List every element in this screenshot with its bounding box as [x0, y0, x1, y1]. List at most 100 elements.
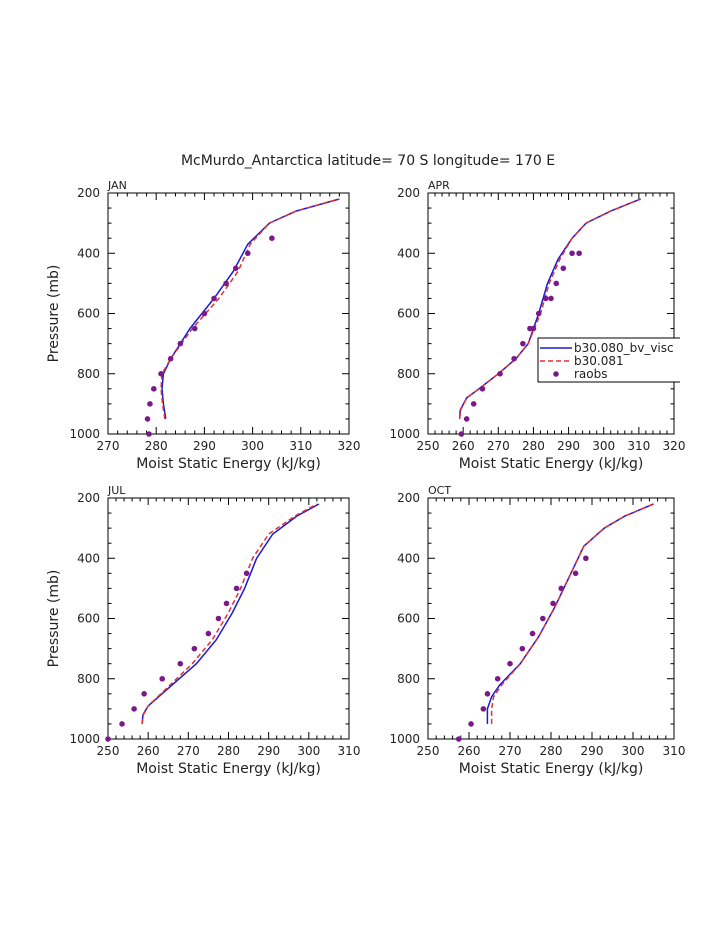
x-tick-label: 320 — [338, 439, 361, 453]
raobs-point — [530, 325, 537, 332]
y-tick-label: 200 — [397, 491, 420, 505]
raobs-point — [146, 431, 152, 437]
raobs-point — [535, 310, 542, 317]
x-tick-label: 260 — [137, 744, 160, 758]
raobs-point — [201, 310, 208, 317]
x-tick-label: 270 — [177, 744, 200, 758]
x-tick-label: 300 — [241, 439, 264, 453]
raobs-point — [553, 280, 560, 287]
raobs-point — [583, 555, 589, 562]
raobs-point — [463, 416, 470, 422]
y-axis-label: Pressure (mb) — [46, 265, 62, 363]
y-tick-label: 600 — [397, 307, 420, 321]
x-tick-label: 310 — [663, 744, 686, 758]
raobs-point — [511, 355, 517, 362]
x-tick-label: 270 — [97, 439, 120, 453]
raobs-point — [576, 250, 582, 257]
raobs-point — [205, 630, 212, 637]
y-tick-label: 400 — [397, 246, 420, 260]
x-tick-label: 310 — [338, 744, 361, 758]
panel-label: APR — [428, 179, 450, 192]
y-tick-label: 200 — [397, 186, 420, 200]
raobs-point — [548, 295, 554, 302]
raobs-point — [558, 585, 565, 592]
x-tick-label: 260 — [458, 744, 481, 758]
raobs-point — [560, 265, 567, 272]
figure-title: McMurdo_Antarctica latitude= 70 S longit… — [181, 153, 555, 169]
panel-oct: 250 260 270 280 290 300 310 200 400 600 800 1000 OCT… — [389, 484, 685, 777]
series-line-b30-080 — [458, 198, 641, 419]
x-tick-label: 280 — [217, 744, 240, 758]
x-tick-label: 290 — [257, 744, 280, 758]
raobs-point — [550, 600, 556, 607]
x-tick-label: 300 — [297, 744, 320, 758]
legend-label: b30.081 — [574, 354, 624, 368]
x-tick-label: 290 — [581, 744, 604, 758]
raobs-point — [233, 585, 240, 592]
plot-frame — [107, 192, 350, 435]
raobs-point — [223, 600, 230, 607]
legend-box — [537, 337, 680, 383]
x-tick-label: 250 — [97, 744, 120, 758]
raobs-point — [144, 416, 151, 422]
raobs-point — [520, 340, 526, 347]
raobs-point — [244, 250, 251, 257]
y-tick-label: 1000 — [69, 732, 100, 746]
panel-jul: 250 260 270 280 290 300 310 200 400 600 800 1000 JUL… — [46, 484, 360, 777]
raobs-point — [147, 401, 153, 407]
y-axis-label: Pressure (mb) — [46, 570, 62, 668]
x-axis-label: Moist Static Energy (kJ/kg) — [136, 761, 321, 777]
raobs-point — [480, 706, 487, 712]
raobs-point — [177, 660, 184, 667]
legend-label: b30.080_bv_visc — [574, 341, 674, 355]
x-tick-label: 290 — [557, 439, 580, 453]
x-axis-label: Moist Static Energy (kJ/kg) — [459, 456, 644, 472]
series-line-b30-080 — [161, 198, 340, 420]
x-tick-label: 260 — [452, 439, 475, 453]
series-line-b30-081 — [490, 503, 654, 724]
raobs-point — [569, 250, 575, 257]
x-axis-label: Moist Static Energy (kJ/kg) — [459, 761, 644, 777]
x-tick-label: 300 — [592, 439, 615, 453]
raobs-point — [191, 325, 198, 332]
x-tick-label: 270 — [487, 439, 510, 453]
y-tick-label: 800 — [77, 672, 100, 686]
y-tick-label: 800 — [397, 672, 420, 686]
raobs-point — [191, 645, 198, 652]
series-line-b30-080 — [141, 503, 320, 724]
raobs-point — [529, 630, 536, 637]
y-tick-label: 200 — [77, 186, 100, 200]
y-tick-label: 600 — [77, 612, 100, 626]
x-tick-label: 300 — [622, 744, 645, 758]
x-tick-label: 250 — [417, 439, 440, 453]
y-tick-label: 200 — [77, 491, 100, 505]
raobs-point — [542, 295, 549, 302]
y-tick-label: 400 — [397, 551, 420, 565]
series-line-b30-080 — [486, 503, 654, 724]
raobs-point — [167, 355, 174, 362]
series-line-b30-081 — [141, 503, 318, 724]
panel-label: JAN — [107, 179, 127, 192]
plot-frame — [427, 497, 675, 740]
raobs-point — [215, 615, 222, 622]
raobs-point — [468, 721, 474, 727]
raobs-point — [232, 265, 239, 272]
y-tick-label: 600 — [77, 307, 100, 321]
raobs-point — [223, 280, 229, 287]
raobs-point — [158, 370, 164, 377]
raobs-point — [494, 675, 501, 682]
series-line-b30-081 — [458, 198, 641, 419]
raobs-point — [507, 660, 513, 667]
legend-label: raobs — [574, 367, 608, 381]
raobs-point — [484, 691, 491, 697]
raobs-point — [105, 736, 111, 742]
raobs-point — [177, 340, 184, 347]
x-tick-label: 310 — [289, 439, 312, 453]
y-tick-label: 800 — [397, 367, 420, 381]
raobs-point — [455, 736, 462, 742]
y-tick-label: 1000 — [389, 732, 420, 746]
y-tick-label: 600 — [397, 612, 420, 626]
raobs-point — [141, 691, 147, 697]
